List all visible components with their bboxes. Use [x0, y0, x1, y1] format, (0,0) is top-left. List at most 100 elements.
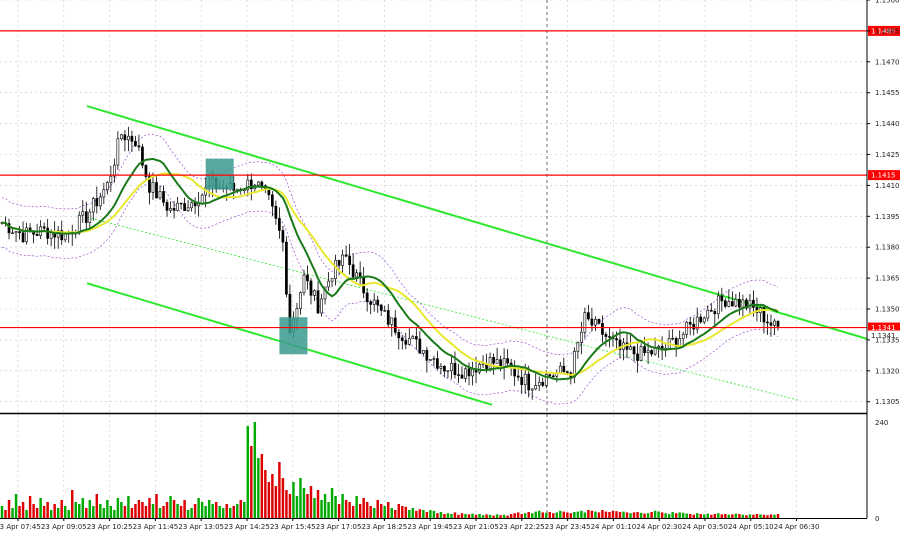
volume-bar: [534, 511, 537, 518]
volume-bar: [295, 496, 299, 518]
volume-bar: [453, 512, 457, 518]
volume-bar: [636, 512, 639, 518]
volume-bar: [253, 422, 257, 518]
price-tick-label: 1.1410: [875, 182, 900, 190]
candle-body: [495, 359, 499, 364]
volume-bar: [63, 506, 67, 518]
candle-body: [727, 301, 731, 307]
candle-body: [523, 373, 527, 385]
candle-body: [127, 135, 130, 141]
volume-bar: [622, 511, 625, 518]
volume-bar: [769, 514, 773, 518]
candle-body: [418, 338, 422, 354]
volume-bar: [320, 500, 323, 518]
volume-bar: [604, 511, 608, 518]
candle-body: [379, 304, 383, 311]
candle-body: [383, 310, 387, 312]
volume-bar: [706, 513, 710, 518]
candle-body: [457, 374, 460, 376]
volume-bar: [172, 500, 176, 518]
candle-body: [404, 340, 408, 345]
candle-body: [681, 333, 685, 339]
volume-bar: [776, 514, 780, 518]
volume-bar: [404, 506, 408, 518]
volume-bar: [741, 514, 745, 518]
volume-bar: [267, 482, 271, 518]
candle-body: [706, 309, 710, 319]
time-tick-label: 23 Apr 11:45: [133, 523, 179, 531]
volume-bar: [42, 506, 46, 518]
volume-bar: [264, 470, 267, 518]
candle-body: [762, 307, 766, 323]
volume-bar: [583, 512, 587, 518]
volume-bar: [4, 510, 7, 518]
price-level-label: 1.1341: [871, 324, 896, 332]
candle-body: [604, 334, 608, 337]
volume-bar: [365, 502, 369, 518]
candle-body: [748, 299, 752, 309]
volume-bar: [113, 510, 116, 518]
candle-body: [720, 295, 724, 302]
volume-bar: [21, 502, 25, 518]
volume-bar: [566, 512, 569, 518]
volume-bar: [650, 512, 653, 518]
price-tick-label: 1.1320: [875, 367, 900, 375]
candle-body: [341, 254, 344, 266]
volume-bar: [67, 510, 70, 518]
volume-bar: [148, 498, 151, 518]
volume-bar: [541, 512, 544, 518]
candle-body: [699, 316, 703, 323]
candle-body: [376, 299, 380, 306]
band-lower-line: [1, 183, 779, 405]
candle-body: [35, 233, 39, 236]
candle-body: [88, 211, 92, 223]
volume-bar: [667, 514, 671, 518]
volume-bar: [141, 502, 144, 518]
candle-body: [351, 264, 355, 278]
volume-bar: [327, 502, 330, 518]
volume-bar: [39, 498, 42, 518]
volume-bar: [232, 506, 235, 518]
candle-body: [260, 181, 264, 186]
price-tick-label: 1.1335: [875, 336, 900, 344]
candle-body: [702, 317, 706, 323]
candle-body: [773, 320, 776, 326]
volume-bar: [53, 504, 56, 518]
volume-bar: [120, 502, 123, 518]
chart-grid: [0, 0, 867, 518]
volume-bar: [731, 514, 734, 518]
candle-body: [565, 371, 569, 374]
candle-body: [734, 298, 738, 307]
candle-body: [548, 374, 552, 377]
volume-bar: [664, 513, 667, 518]
volume-bar: [355, 496, 358, 518]
volume-bar: [25, 510, 28, 518]
candle-body: [752, 299, 755, 308]
volume-bar: [618, 512, 622, 518]
candle-body: [183, 203, 186, 211]
candle-body: [169, 208, 172, 211]
candle-body: [471, 368, 474, 377]
candle-body: [422, 349, 425, 354]
candle-body: [601, 322, 604, 335]
candle-body: [390, 317, 394, 325]
volume-bar: [773, 514, 776, 518]
price-level-tag: [868, 322, 900, 333]
volume-bar: [85, 508, 88, 518]
volume-bar: [176, 504, 179, 518]
entry-marker-box: [279, 317, 308, 355]
volume-bar: [183, 500, 186, 518]
candle-body: [281, 230, 285, 243]
price-tick-label: 1.1485: [875, 27, 900, 35]
candle-body: [302, 274, 306, 294]
candle-body: [650, 350, 653, 355]
volume-bar: [302, 488, 306, 518]
volume-bar: [334, 496, 337, 518]
volume-bar: [674, 513, 678, 518]
volume-bar: [46, 502, 49, 518]
candle-body: [355, 272, 358, 278]
volume-bar: [552, 513, 555, 518]
volume-bar: [516, 512, 520, 518]
candle-body: [151, 182, 155, 193]
volume-bar: [576, 511, 580, 518]
